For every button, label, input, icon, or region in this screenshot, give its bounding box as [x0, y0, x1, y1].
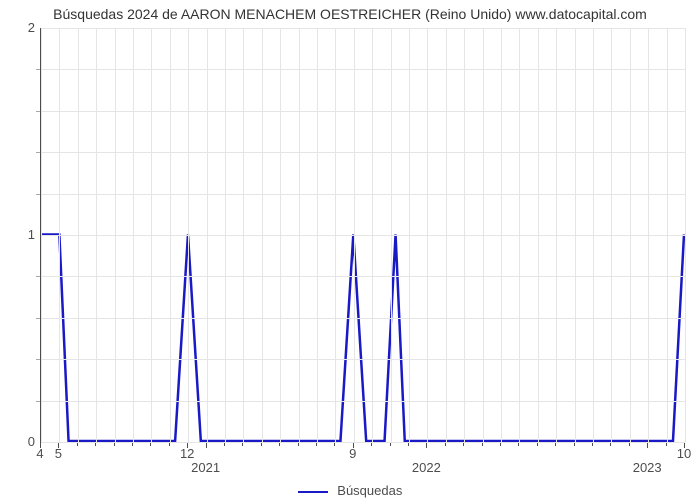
gridline-horizontal-minor [41, 69, 685, 70]
x-tick-label: 12 [180, 446, 194, 461]
x-tick-label: 10 [677, 446, 691, 461]
legend-swatch [298, 491, 328, 493]
x-year-label: 2023 [633, 460, 662, 475]
x-tick [316, 443, 317, 446]
gridline-horizontal-minor [41, 401, 685, 402]
y-tick-minor [36, 276, 40, 277]
x-year-label: 2022 [412, 460, 441, 475]
x-tick [537, 443, 538, 446]
gridline-horizontal-minor [41, 276, 685, 277]
series-line [41, 235, 684, 442]
x-tick [334, 443, 335, 446]
y-tick-minor [36, 359, 40, 360]
x-tick [114, 443, 115, 446]
legend-label: Búsquedas [337, 483, 402, 498]
gridline-horizontal-minor [41, 111, 685, 112]
x-tick [482, 443, 483, 446]
x-tick [224, 443, 225, 446]
legend: Búsquedas [0, 483, 700, 498]
gridline-vertical [685, 28, 686, 442]
y-tick-minor [36, 194, 40, 195]
y-tick-minor [36, 152, 40, 153]
gridline-horizontal [41, 235, 685, 236]
x-tick-label: 5 [55, 446, 62, 461]
x-tick [610, 443, 611, 446]
y-tick-minor [36, 111, 40, 112]
y-tick-label: 2 [5, 20, 35, 35]
x-tick [574, 443, 575, 446]
x-tick [261, 443, 262, 446]
x-tick [390, 443, 391, 446]
x-tick [95, 443, 96, 446]
x-tick [647, 443, 648, 448]
x-tick-label: 4 [36, 446, 43, 461]
y-tick-minor [36, 318, 40, 319]
x-tick [206, 443, 207, 448]
gridline-horizontal [41, 442, 685, 443]
x-tick [592, 443, 593, 446]
y-tick-minor [36, 401, 40, 402]
x-tick [150, 443, 151, 446]
x-tick-label: 9 [349, 446, 356, 461]
x-tick [426, 443, 427, 448]
x-tick [518, 443, 519, 446]
x-tick [463, 443, 464, 446]
y-tick-minor [36, 69, 40, 70]
x-year-label: 2021 [191, 460, 220, 475]
x-tick [629, 443, 630, 446]
chart-title: Búsquedas 2024 de AARON MENACHEM OESTREI… [0, 6, 700, 22]
x-tick [408, 443, 409, 446]
gridline-horizontal-minor [41, 152, 685, 153]
x-tick [169, 443, 170, 446]
x-tick [132, 443, 133, 446]
x-tick [555, 443, 556, 446]
chart-container: Búsquedas 2024 de AARON MENACHEM OESTREI… [0, 0, 700, 500]
x-tick [77, 443, 78, 446]
y-tick-label: 0 [5, 434, 35, 449]
plot-area [40, 28, 685, 443]
gridline-horizontal-minor [41, 359, 685, 360]
x-tick [279, 443, 280, 446]
gridline-horizontal-minor [41, 318, 685, 319]
x-tick [666, 443, 667, 446]
x-tick [500, 443, 501, 446]
x-tick [445, 443, 446, 446]
gridline-horizontal [41, 28, 685, 29]
x-tick [371, 443, 372, 446]
x-tick [298, 443, 299, 446]
y-tick-label: 1 [5, 227, 35, 242]
x-tick [242, 443, 243, 446]
gridline-horizontal-minor [41, 194, 685, 195]
